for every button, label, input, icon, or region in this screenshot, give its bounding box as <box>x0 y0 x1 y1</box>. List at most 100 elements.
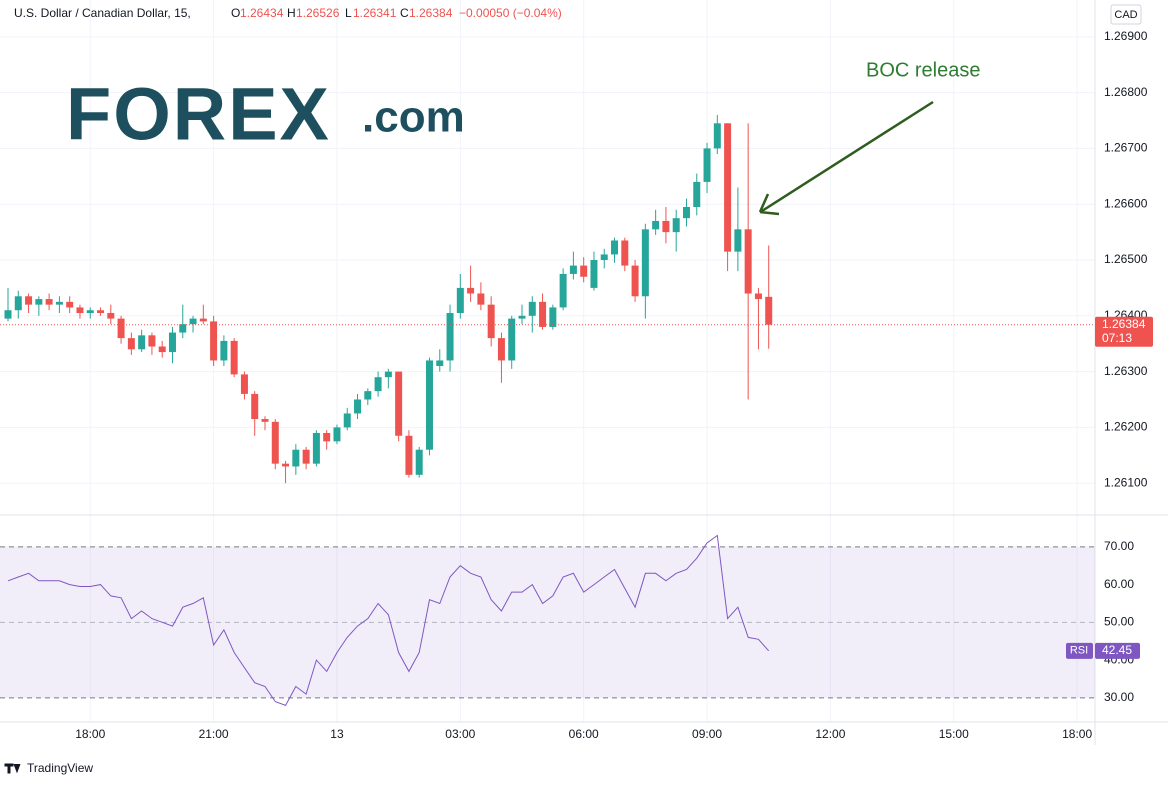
candle-body <box>672 218 680 233</box>
candle-body <box>292 449 300 467</box>
candle-body <box>240 374 248 394</box>
rsi-tick-label: 60.00 <box>1104 577 1134 591</box>
candle-body <box>508 318 516 361</box>
candle-body <box>477 293 485 305</box>
candle-body <box>35 299 43 305</box>
x-tick-label: 18:00 <box>1062 727 1092 741</box>
candle-body <box>261 419 269 422</box>
ohlc-key: C <box>400 6 409 20</box>
rsi-line <box>7 534 770 707</box>
y-tick-label: 1.26600 <box>1104 196 1148 210</box>
candle-body <box>456 287 464 314</box>
candle-body <box>713 123 721 149</box>
candle-body <box>703 148 711 182</box>
currency-box <box>1110 4 1142 25</box>
last-price-box <box>1095 316 1153 347</box>
candle-body <box>425 360 433 450</box>
candle-body <box>765 296 773 325</box>
candle-body <box>621 240 629 266</box>
candle-body <box>693 181 701 208</box>
candle-body <box>497 338 505 361</box>
candle-body <box>734 229 742 252</box>
candle-body <box>14 296 22 311</box>
candle-body <box>55 301 63 305</box>
rsi-value-box <box>1095 642 1140 659</box>
rsi-tick-label: 70.00 <box>1104 539 1134 553</box>
candle-body <box>395 371 403 436</box>
candle-body <box>127 338 135 350</box>
candle-body <box>97 310 105 314</box>
footer-icon <box>4 763 21 774</box>
annotation-arrowhead <box>758 193 780 216</box>
rsi-tick-label: 50.00 <box>1104 615 1134 629</box>
countdown: 07:13 <box>1102 331 1132 345</box>
y-tick-label: 1.26300 <box>1104 364 1148 378</box>
candle-body <box>138 335 146 350</box>
last-price-label: 1.26384 <box>1102 317 1146 331</box>
candle-body <box>405 435 413 475</box>
candle-body <box>199 318 207 322</box>
candle-body <box>518 315 526 319</box>
candle-body <box>158 346 166 353</box>
candle-body <box>611 240 619 255</box>
candle-body <box>539 301 547 327</box>
candle-body <box>323 432 331 442</box>
candle-body <box>117 318 125 339</box>
candle-body <box>487 304 495 339</box>
candle-body <box>282 463 290 467</box>
candle-body <box>210 321 218 361</box>
x-tick-label: 09:00 <box>692 727 722 741</box>
candle-body <box>600 254 608 261</box>
ohlc-value: 1.26341 <box>353 6 397 20</box>
candle-body <box>189 318 197 325</box>
candle-body <box>230 340 238 375</box>
candle-body <box>384 371 392 378</box>
x-tick-label: 06:00 <box>569 727 599 741</box>
x-tick-label: 13 <box>330 727 344 741</box>
candle-body <box>107 313 115 319</box>
ohlc-key: H <box>287 6 296 20</box>
y-tick-label: 1.26100 <box>1104 475 1148 489</box>
logo-suffix: .com <box>362 93 465 142</box>
candle-body <box>590 260 598 288</box>
rsi-value: 42.45 <box>1102 643 1132 657</box>
logo-main: FOREX <box>66 73 331 156</box>
y-tick-label: 1.26700 <box>1104 141 1148 155</box>
x-tick-label: 15:00 <box>939 727 969 741</box>
x-tick-label: 12:00 <box>815 727 845 741</box>
candle-body <box>549 307 557 327</box>
ohlc-value: 1.26434 <box>240 6 284 20</box>
candle-body <box>744 229 752 294</box>
ohlc-value: 1.26384 <box>409 6 453 20</box>
annotation-arrow <box>761 100 934 213</box>
candle-body <box>168 332 176 353</box>
candle-body <box>631 265 639 297</box>
logo: FOREX .com <box>66 73 465 156</box>
rsi-name: RSI <box>1070 645 1088 657</box>
candle-body <box>333 427 341 442</box>
candle-body <box>662 220 670 233</box>
candle-body <box>312 432 320 464</box>
candle-body <box>652 220 660 230</box>
y-tick-label: 1.26900 <box>1104 29 1148 43</box>
y-tick-label: 1.26800 <box>1104 85 1148 99</box>
x-tick-label: 03:00 <box>445 727 475 741</box>
candle-body <box>148 335 156 347</box>
annotation: BOC release <box>866 59 981 81</box>
candle-body <box>354 399 362 414</box>
candle-body <box>682 207 690 219</box>
candle-body <box>569 265 577 274</box>
rsi-name-box <box>1066 642 1093 659</box>
candle-body <box>302 449 310 464</box>
ohlc-key: L <box>345 6 352 20</box>
candle-body <box>415 449 423 475</box>
ohlc-legend: O 1.26434 H 1.26526 L 1.26341 C 1.26384 … <box>231 6 562 20</box>
candle-body <box>86 310 94 314</box>
x-tick-label: 21:00 <box>199 727 229 741</box>
candle-body <box>66 301 74 308</box>
ohlc-key: O <box>231 6 240 20</box>
candle-body <box>4 310 12 319</box>
change: −0.00050 (−0.04%) <box>459 6 562 20</box>
rsi-tick-label: 30.00 <box>1104 690 1134 704</box>
